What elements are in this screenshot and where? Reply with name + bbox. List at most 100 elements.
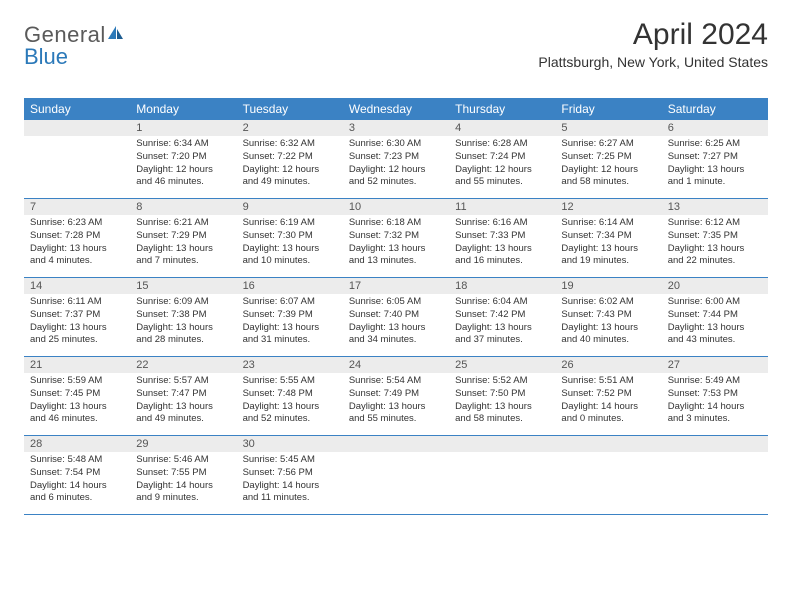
body-cell: Sunrise: 6:32 AMSunset: 7:22 PMDaylight:… [237,136,343,198]
body-line: Daylight: 14 hours [561,401,655,414]
body-row: Sunrise: 5:48 AMSunset: 7:54 PMDaylight:… [24,452,768,514]
date-cell [24,120,130,136]
body-line: and 11 minutes. [243,492,337,505]
body-line: Sunrise: 5:54 AM [349,375,443,388]
body-line: and 49 minutes. [136,413,230,426]
logo-sail-icon [107,25,125,46]
date-cell: 12 [555,199,661,215]
calendar: SundayMondayTuesdayWednesdayThursdayFrid… [24,98,768,515]
body-cell [343,452,449,514]
body-cell: Sunrise: 6:05 AMSunset: 7:40 PMDaylight:… [343,294,449,356]
body-line: Sunset: 7:34 PM [561,230,655,243]
body-cell: Sunrise: 6:23 AMSunset: 7:28 PMDaylight:… [24,215,130,277]
date-cell: 3 [343,120,449,136]
body-cell: Sunrise: 5:49 AMSunset: 7:53 PMDaylight:… [662,373,768,435]
body-line: Daylight: 14 hours [136,480,230,493]
body-line: Daylight: 13 hours [30,243,124,256]
body-line: Sunset: 7:37 PM [30,309,124,322]
body-cell: Sunrise: 6:16 AMSunset: 7:33 PMDaylight:… [449,215,555,277]
date-cell [449,436,555,452]
date-cell: 8 [130,199,236,215]
body-line: Daylight: 13 hours [349,243,443,256]
body-line: and 46 minutes. [30,413,124,426]
page-subtitle: Plattsburgh, New York, United States [538,54,768,70]
body-line: Daylight: 13 hours [455,243,549,256]
body-line: and 46 minutes. [136,176,230,189]
body-line: Sunset: 7:39 PM [243,309,337,322]
date-row: 282930 [24,436,768,452]
body-line: Daylight: 13 hours [668,243,762,256]
body-line: Daylight: 13 hours [455,322,549,335]
body-line: Daylight: 14 hours [30,480,124,493]
body-line: Sunset: 7:47 PM [136,388,230,401]
body-line: Daylight: 13 hours [668,164,762,177]
body-cell: Sunrise: 6:12 AMSunset: 7:35 PMDaylight:… [662,215,768,277]
body-line: Sunset: 7:38 PM [136,309,230,322]
body-line: and 1 minute. [668,176,762,189]
date-cell: 19 [555,278,661,294]
date-cell: 21 [24,357,130,373]
body-line: Sunrise: 6:11 AM [30,296,124,309]
body-line: Sunset: 7:48 PM [243,388,337,401]
body-line: and 16 minutes. [455,255,549,268]
body-line: Sunset: 7:40 PM [349,309,443,322]
date-row: 78910111213 [24,199,768,215]
body-line: Sunrise: 5:52 AM [455,375,549,388]
body-cell [662,452,768,514]
date-cell: 11 [449,199,555,215]
body-cell: Sunrise: 6:07 AMSunset: 7:39 PMDaylight:… [237,294,343,356]
body-line: and 31 minutes. [243,334,337,347]
body-line: Daylight: 14 hours [668,401,762,414]
body-line: Sunset: 7:42 PM [455,309,549,322]
header: General April 2024 Plattsburgh, New York… [24,18,768,70]
body-cell [449,452,555,514]
body-line: and 52 minutes. [349,176,443,189]
body-line: Sunrise: 6:09 AM [136,296,230,309]
body-line: Sunrise: 5:51 AM [561,375,655,388]
body-line: Daylight: 13 hours [136,322,230,335]
date-cell: 23 [237,357,343,373]
day-header-cell: Sunday [24,98,130,120]
day-header-row: SundayMondayTuesdayWednesdayThursdayFrid… [24,98,768,120]
body-line: Sunset: 7:50 PM [455,388,549,401]
date-cell: 15 [130,278,236,294]
body-line: Daylight: 13 hours [30,322,124,335]
body-line: Daylight: 13 hours [455,401,549,414]
date-cell: 26 [555,357,661,373]
date-cell: 6 [662,120,768,136]
body-line: Daylight: 12 hours [561,164,655,177]
body-cell: Sunrise: 5:54 AMSunset: 7:49 PMDaylight:… [343,373,449,435]
body-line: Sunset: 7:23 PM [349,151,443,164]
body-cell: Sunrise: 5:45 AMSunset: 7:56 PMDaylight:… [237,452,343,514]
date-cell: 22 [130,357,236,373]
body-cell: Sunrise: 5:52 AMSunset: 7:50 PMDaylight:… [449,373,555,435]
body-line: Daylight: 13 hours [136,243,230,256]
date-cell: 30 [237,436,343,452]
body-row: Sunrise: 6:34 AMSunset: 7:20 PMDaylight:… [24,136,768,198]
body-cell: Sunrise: 6:11 AMSunset: 7:37 PMDaylight:… [24,294,130,356]
date-cell [662,436,768,452]
date-cell: 27 [662,357,768,373]
body-cell: Sunrise: 6:09 AMSunset: 7:38 PMDaylight:… [130,294,236,356]
body-line: and 6 minutes. [30,492,124,505]
date-cell: 1 [130,120,236,136]
date-cell: 4 [449,120,555,136]
day-header-cell: Friday [555,98,661,120]
body-line: Daylight: 12 hours [349,164,443,177]
body-line: and 4 minutes. [30,255,124,268]
body-line: Daylight: 13 hours [243,322,337,335]
body-line: Daylight: 13 hours [561,243,655,256]
body-line: Daylight: 13 hours [136,401,230,414]
body-line: Sunrise: 5:59 AM [30,375,124,388]
date-cell: 13 [662,199,768,215]
body-line: Sunset: 7:49 PM [349,388,443,401]
body-line: Sunset: 7:32 PM [349,230,443,243]
date-cell [343,436,449,452]
body-line: Sunrise: 5:45 AM [243,454,337,467]
body-line: Sunrise: 5:57 AM [136,375,230,388]
day-header-cell: Wednesday [343,98,449,120]
body-line: Sunset: 7:33 PM [455,230,549,243]
body-line: Sunset: 7:20 PM [136,151,230,164]
body-line: Sunrise: 6:25 AM [668,138,762,151]
body-line: Sunrise: 5:46 AM [136,454,230,467]
